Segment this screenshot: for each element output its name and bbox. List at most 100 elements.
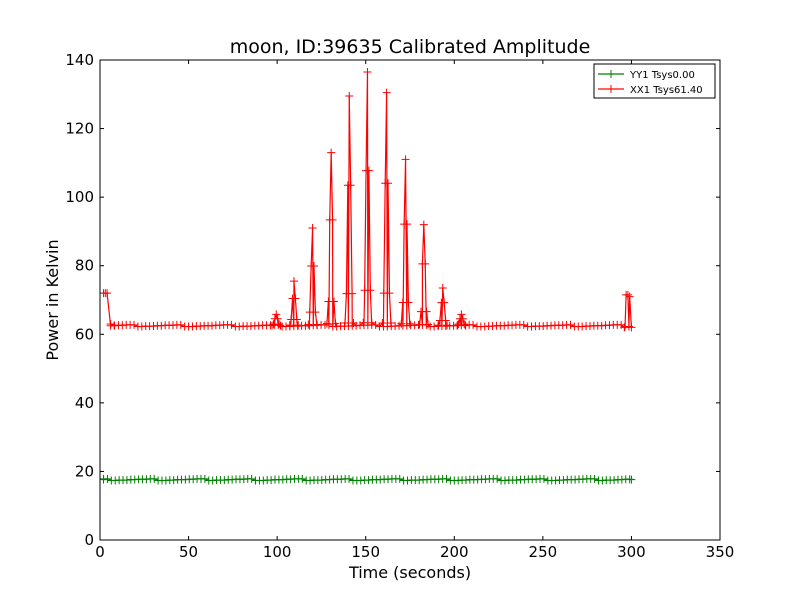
data-point-marker (276, 321, 285, 330)
data-point-marker (623, 290, 632, 299)
data-point-marker (348, 289, 357, 298)
data-point-marker (103, 474, 112, 483)
data-point-marker (371, 320, 380, 329)
x-tick-label: 0 (95, 543, 105, 561)
plot-area (100, 68, 636, 485)
data-point-marker (309, 261, 318, 270)
data-point-marker (366, 286, 375, 295)
x-tick-label: 200 (440, 543, 469, 561)
y-tick-label: 40 (75, 394, 94, 412)
data-point-marker (458, 314, 467, 323)
data-point-marker (176, 320, 185, 329)
data-point-marker (401, 155, 410, 164)
data-point-marker (103, 289, 112, 298)
x-tick-label: 50 (179, 543, 198, 561)
data-point-marker (327, 148, 336, 157)
data-point-marker (247, 474, 256, 483)
data-point-marker (106, 320, 115, 328)
plot-frame (99, 59, 721, 541)
x-tick-label: 250 (529, 543, 558, 561)
chart-title: moon, ID:39635 Calibrated Amplitude (230, 36, 591, 58)
data-point-marker (200, 474, 209, 483)
y-axis-label: Power in Kelvin (43, 239, 62, 360)
data-point-marker (272, 310, 281, 319)
data-point-marker (385, 289, 394, 298)
data-point-marker (627, 475, 636, 484)
data-point-marker (461, 321, 470, 330)
data-point-marker (460, 320, 469, 329)
data-point-marker (292, 315, 301, 324)
data-point-marker (382, 88, 391, 97)
data-point-marker (324, 320, 333, 329)
data-point-marker (294, 321, 303, 330)
legend-swatch-marker (607, 85, 615, 93)
x-axis-label: Time (seconds) (348, 563, 471, 582)
data-point-marker (424, 320, 433, 329)
data-point-marker (273, 314, 282, 323)
data-point-marker (566, 320, 575, 329)
x-tick-label: 300 (617, 543, 646, 561)
data-point-marker (227, 320, 236, 329)
data-point-marker (402, 220, 411, 229)
legend-box (593, 63, 716, 99)
x-tick-label: 350 (706, 543, 735, 561)
series-2-group (100, 68, 636, 332)
data-point-marker (378, 318, 387, 327)
data-point-marker (493, 474, 502, 483)
data-point-marker (130, 320, 139, 329)
data-point-marker (539, 474, 548, 483)
data-point-marker (620, 323, 629, 332)
data-point-marker (345, 92, 354, 100)
y-tick-label: 80 (75, 257, 94, 275)
data-point-marker (345, 474, 354, 483)
data-point-marker (457, 310, 466, 319)
data-point-marker (627, 323, 636, 332)
data-point-marker (434, 321, 443, 330)
x-tick-label: 100 (263, 543, 292, 561)
y-tick-label: 140 (65, 51, 94, 69)
data-point-marker (328, 215, 337, 224)
data-point-marker (397, 319, 406, 328)
data-point-marker (364, 166, 373, 175)
data-point-marker (440, 298, 449, 307)
data-point-marker (298, 474, 307, 483)
data-point-marker (322, 319, 331, 328)
y-tick-label: 120 (65, 120, 94, 138)
data-point-marker (419, 220, 428, 229)
data-point-marker (469, 320, 478, 329)
data-point-marker (304, 320, 313, 329)
series-1-group (100, 474, 636, 485)
data-point-marker (150, 474, 159, 483)
data-point-marker (405, 319, 414, 328)
data-point-marker (311, 308, 320, 317)
legend-entry-label: XX1 Tsys61.40 (630, 85, 703, 96)
data-point-marker (363, 68, 372, 76)
data-point-marker (384, 179, 393, 188)
data-point-marker (330, 297, 339, 306)
data-point-marker (395, 474, 404, 483)
y-tick-label: 100 (65, 188, 94, 206)
data-point-marker (100, 475, 108, 484)
legend-entry-label: YY1 Tsys0.00 (629, 70, 695, 81)
data-point-marker (590, 474, 599, 483)
data-point-marker (422, 307, 431, 316)
y-tick-label: 20 (75, 462, 94, 480)
data-point-marker (404, 298, 413, 307)
data-point-marker (308, 224, 317, 232)
axis-ticks: 0 50 100 150 200 250 300 350 0 20 40 60 80 100 120 140 (65, 51, 734, 561)
data-point-marker (289, 277, 298, 286)
legend: YY1 Tsys0.00 XX1 Tsys61.40 (593, 63, 716, 99)
data-point-marker (421, 259, 430, 268)
data-point-marker (625, 292, 634, 301)
data-point-marker (291, 294, 300, 303)
data-point-marker (438, 284, 447, 292)
y-tick-label: 0 (84, 531, 94, 549)
x-tick-label: 150 (351, 543, 380, 561)
legend-swatch-marker (607, 70, 615, 78)
data-point-marker (442, 474, 451, 483)
data-point-marker (346, 181, 355, 190)
data-point-marker (519, 320, 528, 329)
y-tick-label: 60 (75, 325, 94, 343)
